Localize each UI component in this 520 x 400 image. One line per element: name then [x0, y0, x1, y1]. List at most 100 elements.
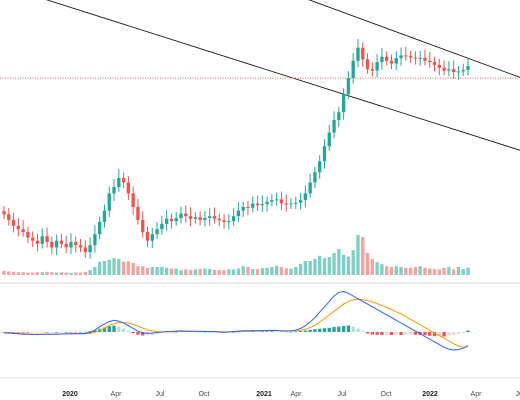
candle-body [365, 59, 370, 70]
macd-histogram-bar [279, 331, 284, 333]
macd-histogram-bar [308, 329, 312, 332]
candle-body [212, 216, 217, 219]
candle-body [451, 69, 456, 73]
macd-histogram-bar [461, 332, 465, 333]
candle-body [437, 64, 441, 68]
candles [2, 38, 470, 259]
x-tick-label: Oct [199, 391, 210, 398]
volume-bar [466, 267, 470, 275]
volume-bar [155, 267, 159, 275]
macd-histogram-bar [337, 326, 341, 332]
macd-histogram-bar [389, 332, 394, 335]
volume-bar [2, 271, 6, 275]
macd-histogram-bar [442, 332, 446, 337]
volume-bar [164, 267, 169, 275]
macd-histogram-bar [313, 329, 317, 332]
candle-body [461, 69, 465, 72]
macd-histogram-bar [7, 332, 11, 333]
volume-bar [461, 269, 465, 275]
volume-bar [313, 259, 317, 275]
volume-bar [332, 253, 336, 275]
volume-bar [212, 269, 217, 275]
macd-histogram-bar [341, 326, 346, 332]
candle-body [375, 62, 379, 71]
volume-bar [217, 270, 221, 275]
candle-body [404, 55, 408, 57]
candle-body [164, 218, 169, 224]
candle-body [332, 120, 336, 133]
volume-bar [294, 267, 298, 275]
macd-histogram-bar [35, 332, 40, 333]
x-tick-label: Apr [291, 391, 303, 398]
macd-histogram-bar [437, 332, 441, 336]
candle-body [274, 199, 279, 201]
candle-body [93, 234, 97, 246]
candle-body [270, 200, 274, 202]
macd-histogram-bar [21, 332, 25, 333]
macd-histogram-bar [26, 332, 30, 333]
volume-bar [236, 268, 241, 275]
trend-line-1 [308, 0, 520, 78]
macd-histogram-bar [456, 332, 461, 334]
candle-body [31, 237, 35, 241]
volume-bar [203, 268, 207, 275]
candle-body [174, 218, 178, 222]
candle-body [456, 71, 461, 73]
volume-bar [131, 263, 135, 275]
volume-bar [298, 263, 303, 275]
volume-bar [389, 267, 394, 275]
volume-bar [270, 267, 274, 275]
volume-bar [7, 271, 11, 275]
candle-body [107, 193, 111, 211]
volume-bars [2, 235, 470, 275]
candle-body [447, 69, 451, 71]
volume-bar [385, 266, 389, 275]
macd-histogram-bar [50, 332, 54, 333]
candle-body [112, 187, 116, 194]
candle-body [59, 240, 64, 244]
candle-body [246, 207, 250, 209]
candle-body [193, 217, 198, 219]
macd-histogram-bar [423, 332, 427, 336]
candle-body [64, 243, 68, 248]
macd-histogram-bar [45, 332, 49, 333]
candle-body [217, 218, 221, 221]
x-tick-label: Jul [338, 391, 347, 398]
macd-histogram-bar [327, 327, 331, 332]
candle-body [35, 240, 40, 244]
volume-bar [408, 267, 413, 275]
candle-body [121, 177, 126, 183]
volume-bar [303, 261, 308, 275]
macd-histogram-bar [346, 325, 351, 332]
volume-bar [35, 272, 40, 275]
macd-histogram-bar [31, 332, 35, 333]
volume-bar [284, 268, 288, 275]
candle-body [385, 56, 389, 61]
candle-body [356, 47, 360, 61]
macd-histogram-bar [332, 327, 336, 332]
macd-histogram-bar [361, 331, 365, 332]
x-tick-label: Oct [381, 391, 392, 398]
macd-histogram-bar [385, 332, 389, 335]
macd-line [3, 290, 469, 351]
candle-body [418, 57, 422, 59]
candle-body [141, 219, 145, 233]
x-tick-label: 2021 [256, 391, 272, 398]
macd-histogram-bar [74, 332, 78, 333]
volume-bar [88, 270, 92, 275]
volume-bar [40, 272, 44, 275]
macd-histogram-bar [212, 331, 217, 333]
macd-histogram-bar [117, 326, 121, 332]
volume-bar [375, 262, 379, 275]
trend-line-2 [45, 0, 520, 151]
volume-bar [188, 270, 193, 275]
macd-histogram-bar [40, 332, 44, 333]
candle-body [322, 146, 327, 162]
candle-body [399, 55, 403, 59]
volume-bar [322, 258, 327, 275]
macd-histogram-bar [93, 330, 97, 332]
candle-body [83, 247, 87, 253]
candle-body [265, 201, 269, 205]
candle-body [126, 182, 131, 194]
volume-bar [423, 267, 427, 275]
